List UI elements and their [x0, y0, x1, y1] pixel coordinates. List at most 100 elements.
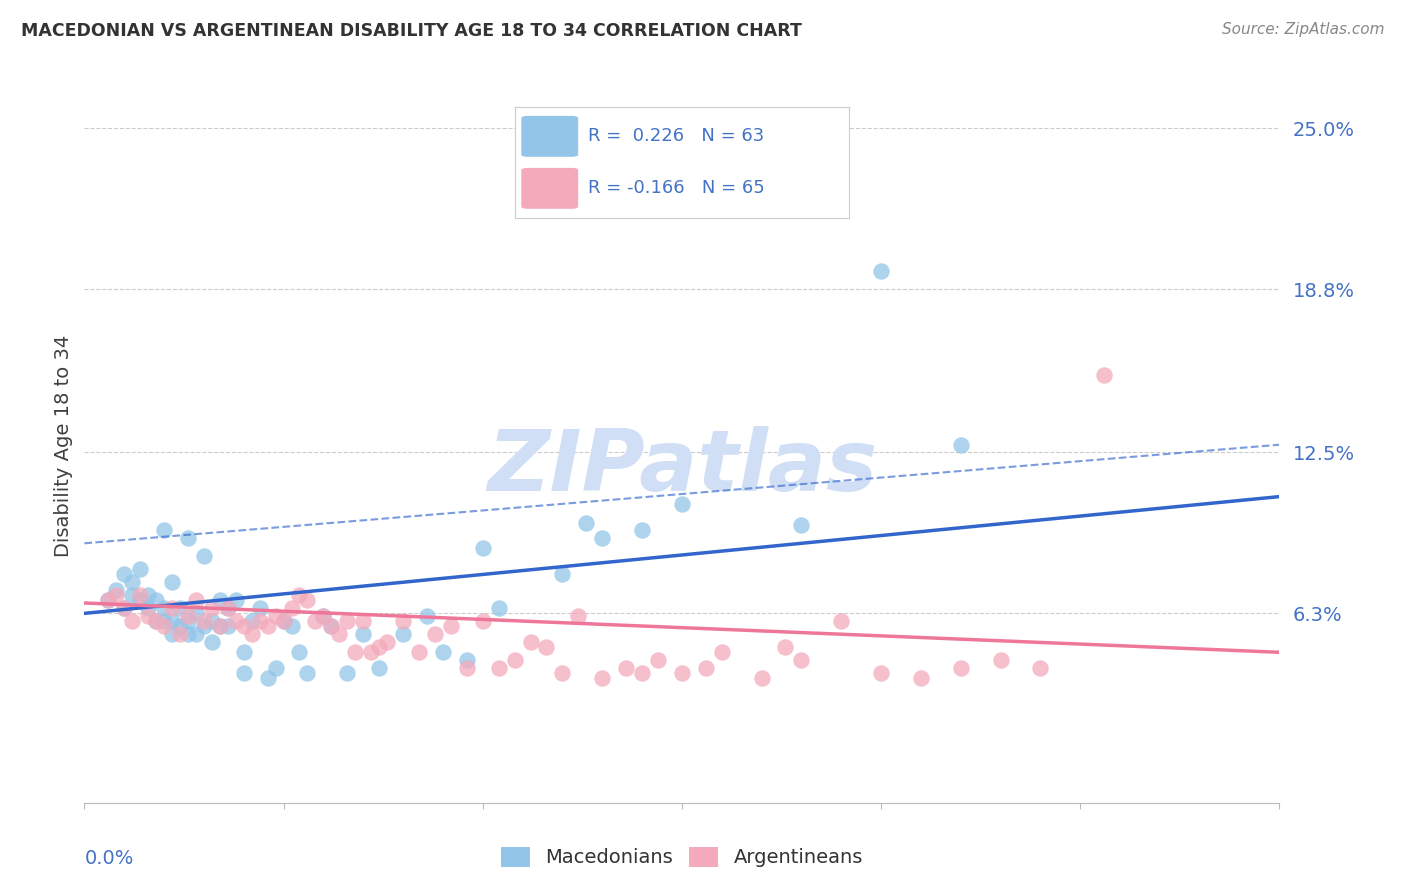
Point: [416, 609, 439, 624]
Point: [392, 614, 415, 628]
Point: [136, 609, 159, 624]
Point: [1029, 661, 1052, 675]
Point: [232, 619, 254, 633]
Point: [870, 666, 893, 681]
Point: [169, 619, 191, 633]
Point: [280, 601, 302, 615]
Point: [129, 593, 152, 607]
Point: [273, 614, 295, 628]
Point: [240, 627, 263, 641]
Point: [790, 518, 813, 533]
Point: [129, 588, 152, 602]
Point: [153, 601, 176, 615]
Point: [112, 601, 135, 615]
Text: ZIPatlas: ZIPatlas: [486, 425, 877, 509]
Point: [671, 497, 693, 511]
Point: [551, 666, 574, 681]
Point: [201, 601, 224, 615]
Text: MACEDONIAN VS ARGENTINEAN DISABILITY AGE 18 TO 34 CORRELATION CHART: MACEDONIAN VS ARGENTINEAN DISABILITY AGE…: [21, 22, 801, 40]
Point: [105, 582, 128, 597]
Text: Source: ZipAtlas.com: Source: ZipAtlas.com: [1222, 22, 1385, 37]
Point: [440, 619, 463, 633]
Point: [264, 609, 287, 624]
Point: [949, 438, 972, 452]
Point: [614, 661, 637, 675]
Point: [775, 640, 797, 654]
Point: [336, 614, 359, 628]
Point: [217, 601, 239, 615]
Point: [97, 593, 120, 607]
Point: [160, 601, 183, 615]
Point: [297, 666, 319, 681]
Point: [352, 614, 374, 628]
Point: [217, 619, 239, 633]
Point: [344, 645, 367, 659]
Point: [360, 645, 382, 659]
Point: [870, 264, 893, 278]
Point: [567, 609, 589, 624]
Point: [503, 653, 526, 667]
Point: [160, 614, 183, 628]
Point: [408, 645, 430, 659]
Point: [990, 653, 1012, 667]
Point: [193, 549, 215, 564]
Point: [169, 601, 191, 615]
Point: [232, 666, 254, 681]
Point: [184, 627, 207, 641]
Point: [256, 619, 278, 633]
Point: [631, 666, 654, 681]
Point: [551, 567, 574, 582]
Point: [136, 601, 159, 615]
Point: [208, 593, 231, 607]
Point: [232, 645, 254, 659]
Point: [145, 593, 167, 607]
Point: [352, 627, 374, 641]
Point: [153, 524, 176, 538]
Point: [488, 661, 510, 675]
Point: [695, 661, 717, 675]
Point: [145, 614, 167, 628]
Point: [97, 593, 120, 607]
Point: [519, 635, 541, 649]
Point: [949, 661, 972, 675]
Point: [671, 666, 693, 681]
Point: [177, 531, 200, 545]
Point: [121, 575, 143, 590]
Point: [591, 531, 613, 545]
Point: [160, 627, 183, 641]
Point: [121, 614, 143, 628]
Point: [321, 619, 343, 633]
Point: [297, 593, 319, 607]
Point: [375, 635, 398, 649]
Point: [169, 627, 191, 641]
Text: 0.0%: 0.0%: [84, 849, 134, 868]
Point: [288, 645, 311, 659]
Point: [710, 645, 733, 659]
Point: [830, 614, 852, 628]
Point: [312, 609, 335, 624]
Point: [201, 614, 224, 628]
Legend: Macedonians, Argentineans: Macedonians, Argentineans: [494, 839, 870, 875]
Point: [631, 524, 654, 538]
Point: [456, 661, 478, 675]
Point: [184, 607, 207, 621]
Point: [471, 541, 494, 556]
Point: [456, 653, 478, 667]
Point: [217, 601, 239, 615]
Point: [177, 627, 200, 641]
Point: [208, 619, 231, 633]
Point: [249, 614, 271, 628]
Point: [471, 614, 494, 628]
Point: [647, 653, 669, 667]
Point: [328, 627, 350, 641]
Point: [145, 614, 167, 628]
Point: [225, 614, 247, 628]
Point: [121, 588, 143, 602]
Point: [280, 619, 302, 633]
Point: [321, 619, 343, 633]
Point: [256, 671, 278, 685]
Point: [368, 661, 391, 675]
Point: [1092, 368, 1115, 382]
Point: [177, 614, 200, 628]
Point: [575, 516, 598, 530]
